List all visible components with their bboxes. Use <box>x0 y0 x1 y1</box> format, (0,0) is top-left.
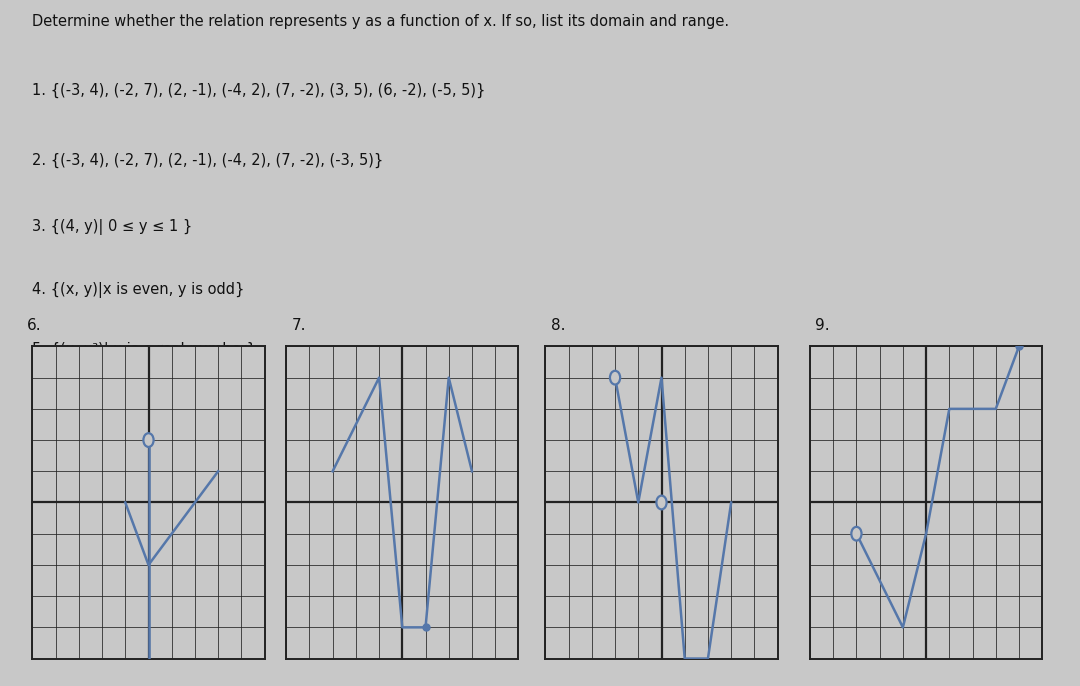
Text: 2. {(-3, 4), (-2, 7), (2, -1), (-4, 2), (7, -2), (-3, 5)}: 2. {(-3, 4), (-2, 7), (2, -1), (-4, 2), … <box>32 152 383 168</box>
Text: 6.: 6. <box>27 318 42 333</box>
Text: 4. {(x, y)|x is even, y is odd}: 4. {(x, y)|x is even, y is odd} <box>32 282 245 298</box>
Circle shape <box>610 370 620 385</box>
Text: 7.: 7. <box>292 318 306 333</box>
Text: 5. {(x, x³)| x is a real number}: 5. {(x, x³)| x is a real number} <box>32 342 256 358</box>
Text: 3. {(4, y)| 0 ≤ y ≤ 1 }: 3. {(4, y)| 0 ≤ y ≤ 1 } <box>32 219 192 235</box>
Text: 9.: 9. <box>815 318 831 333</box>
Circle shape <box>851 527 862 541</box>
Text: 1. {(-3, 4), (-2, 7), (2, -1), (-4, 2), (7, -2), (3, 5), (6, -2), (-5, 5)}: 1. {(-3, 4), (-2, 7), (2, -1), (-4, 2), … <box>32 83 486 98</box>
Circle shape <box>657 495 666 510</box>
Text: 8.: 8. <box>551 318 565 333</box>
Text: Determine whether the relation represents y as a function of x. If so, list its : Determine whether the relation represent… <box>32 14 729 29</box>
Circle shape <box>144 433 153 447</box>
